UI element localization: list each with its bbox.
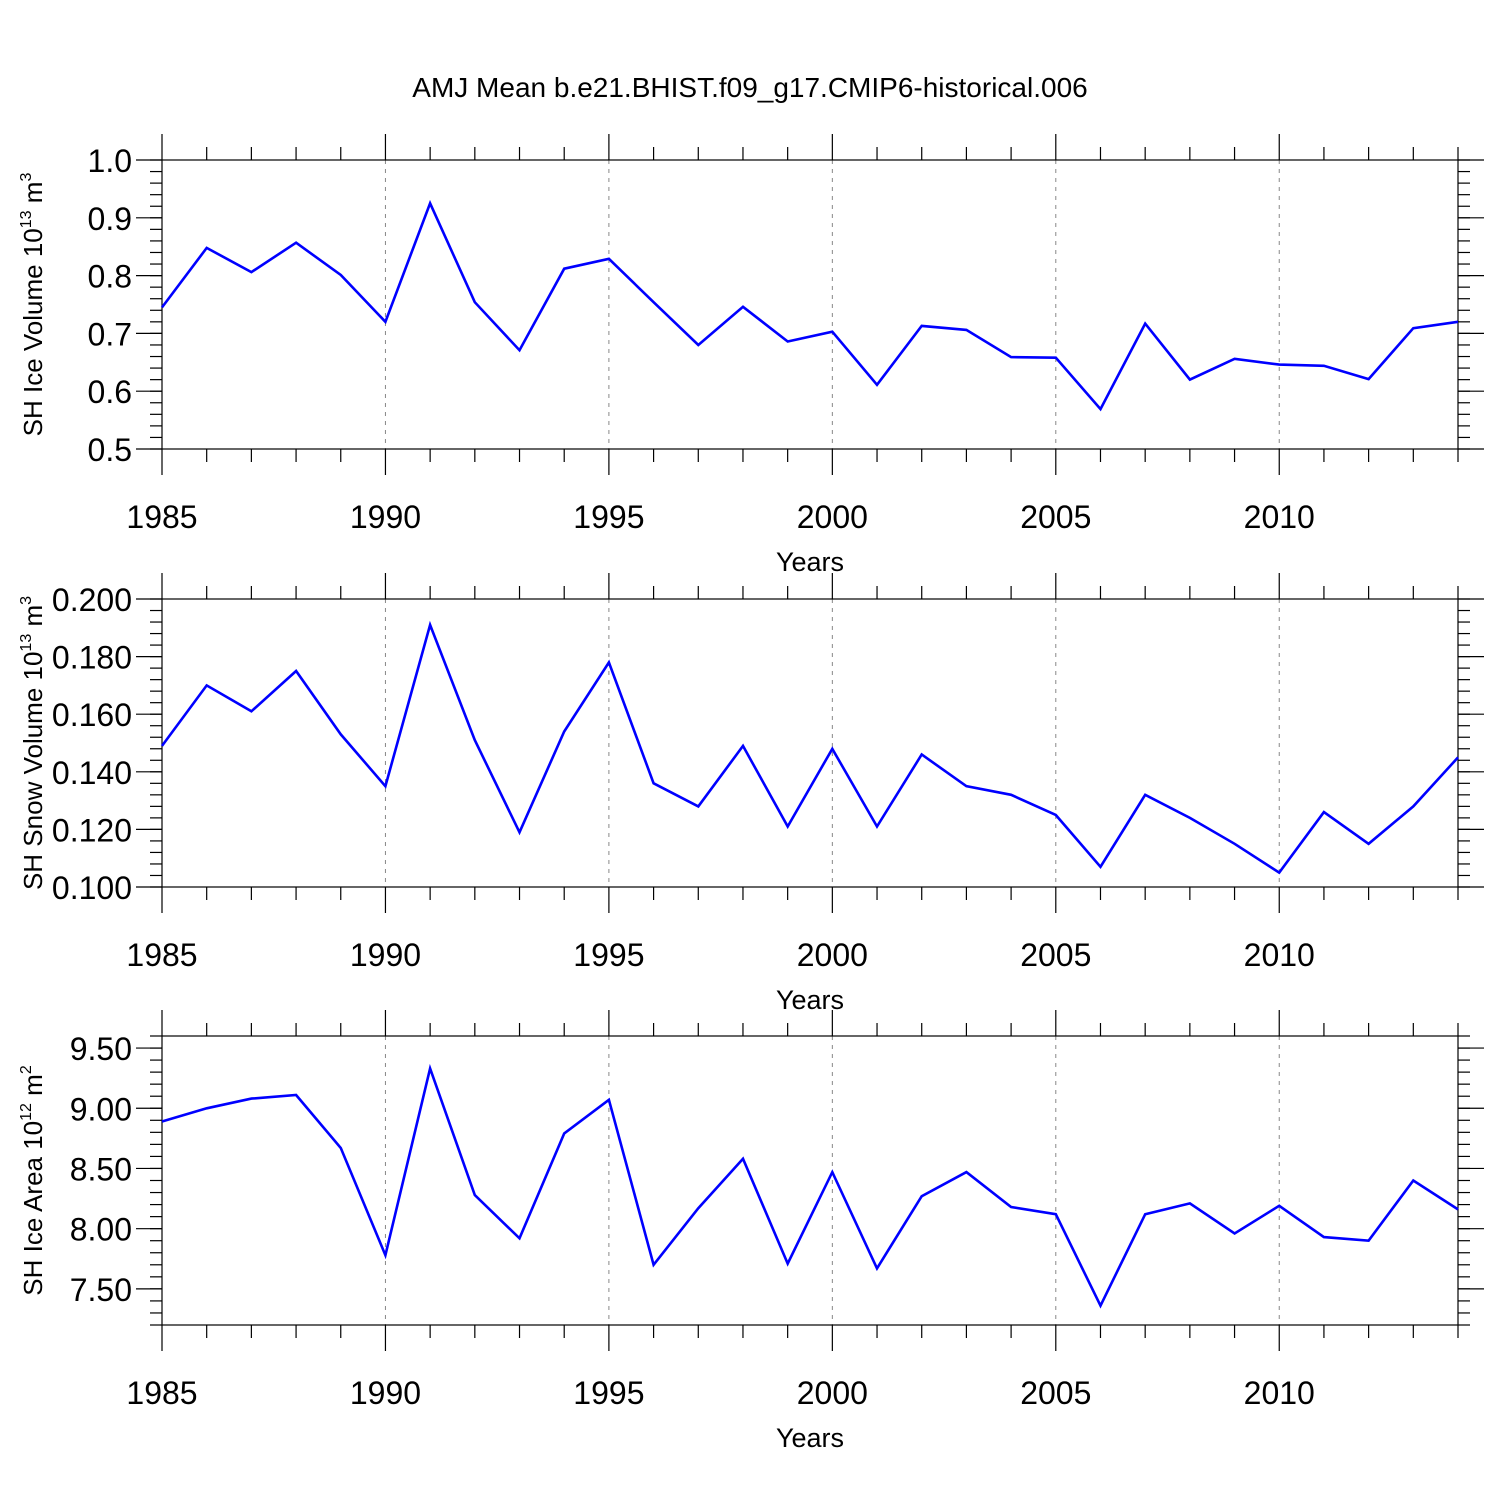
y-tick-label: 0.8 xyxy=(88,259,132,295)
x-tick-label: 1995 xyxy=(573,499,644,535)
x-tick-label: 2005 xyxy=(1020,937,1091,973)
y-tick-label: 9.50 xyxy=(70,1031,132,1067)
y-tick-label: 0.180 xyxy=(52,640,132,676)
plot-frame xyxy=(161,598,1459,888)
y-axis-label: SH Snow Volume 1013 m3 xyxy=(18,596,48,890)
y-axis-label: SH Ice Area 1012 m2 xyxy=(18,1065,48,1296)
x-tick-label: 1985 xyxy=(126,937,197,973)
series-line xyxy=(160,199,1459,412)
x-tick-label: 1995 xyxy=(573,937,644,973)
panel-1: 1985 1990 1995 2000 2005 2010 Years 0.5 0.6 0.7 0.… xyxy=(18,134,1484,577)
plot-frame xyxy=(161,1035,1459,1326)
chart-title: AMJ Mean b.e21.BHIST.f09_g17.CMIP6-histo… xyxy=(412,72,1087,103)
x-tick-label: 2010 xyxy=(1244,937,1315,973)
x-tick-label: 1990 xyxy=(350,1375,421,1411)
series-line xyxy=(161,1063,1459,1309)
x-axis-label: Years xyxy=(776,1423,844,1453)
y-tick-label: 0.160 xyxy=(52,697,132,733)
x-tick-label: 2000 xyxy=(797,499,868,535)
y-tick-label: 8.50 xyxy=(70,1151,132,1187)
x-tick-label: 1990 xyxy=(350,937,421,973)
y-axis-label: SH Ice Volume 1013 m3 xyxy=(18,173,48,437)
y-tick-label: 0.9 xyxy=(88,201,132,237)
x-tick-label: 1990 xyxy=(350,499,421,535)
y-tick-label: 9.00 xyxy=(70,1091,132,1127)
plot-frame xyxy=(161,159,1459,450)
y-tick-label: 0.120 xyxy=(52,812,132,848)
x-tick-label: 2010 xyxy=(1244,1375,1315,1411)
x-tick-label: 2005 xyxy=(1020,1375,1091,1411)
series-line xyxy=(160,620,1459,875)
x-tick-label: 2000 xyxy=(797,937,868,973)
x-tick-label: 2005 xyxy=(1020,499,1091,535)
y-tick-label: 0.100 xyxy=(52,870,132,906)
y-tick-label: 8.00 xyxy=(70,1212,132,1248)
y-tick-label: 1.0 xyxy=(88,143,132,179)
panel-2: 1985 1990 1995 2000 2005 2010 Years 0.100 0.120 0… xyxy=(18,573,1484,1015)
panel-3: 1985 1990 1995 2000 2005 2010 Years 7.50 8.00 8.5… xyxy=(18,1010,1484,1453)
y-tick-label: 0.200 xyxy=(52,582,132,618)
x-axis-label: Years xyxy=(776,985,844,1015)
y-tick-label: 0.7 xyxy=(88,316,132,352)
x-tick-label: 1985 xyxy=(126,1375,197,1411)
x-axis-label: Years xyxy=(776,547,844,577)
x-tick-label: 2010 xyxy=(1244,499,1315,535)
y-tick-label: 0.6 xyxy=(88,374,132,410)
y-tick-label: 0.140 xyxy=(52,755,132,791)
panels-group: 1985 1990 1995 2000 2005 2010 Years 0.5 0.6 0.7 0.… xyxy=(18,134,1484,1453)
x-tick-label: 1985 xyxy=(126,499,197,535)
x-tick-label: 1995 xyxy=(573,1375,644,1411)
x-tick-label: 2000 xyxy=(797,1375,868,1411)
y-tick-label: 7.50 xyxy=(70,1272,132,1308)
y-tick-label: 0.5 xyxy=(88,432,132,468)
